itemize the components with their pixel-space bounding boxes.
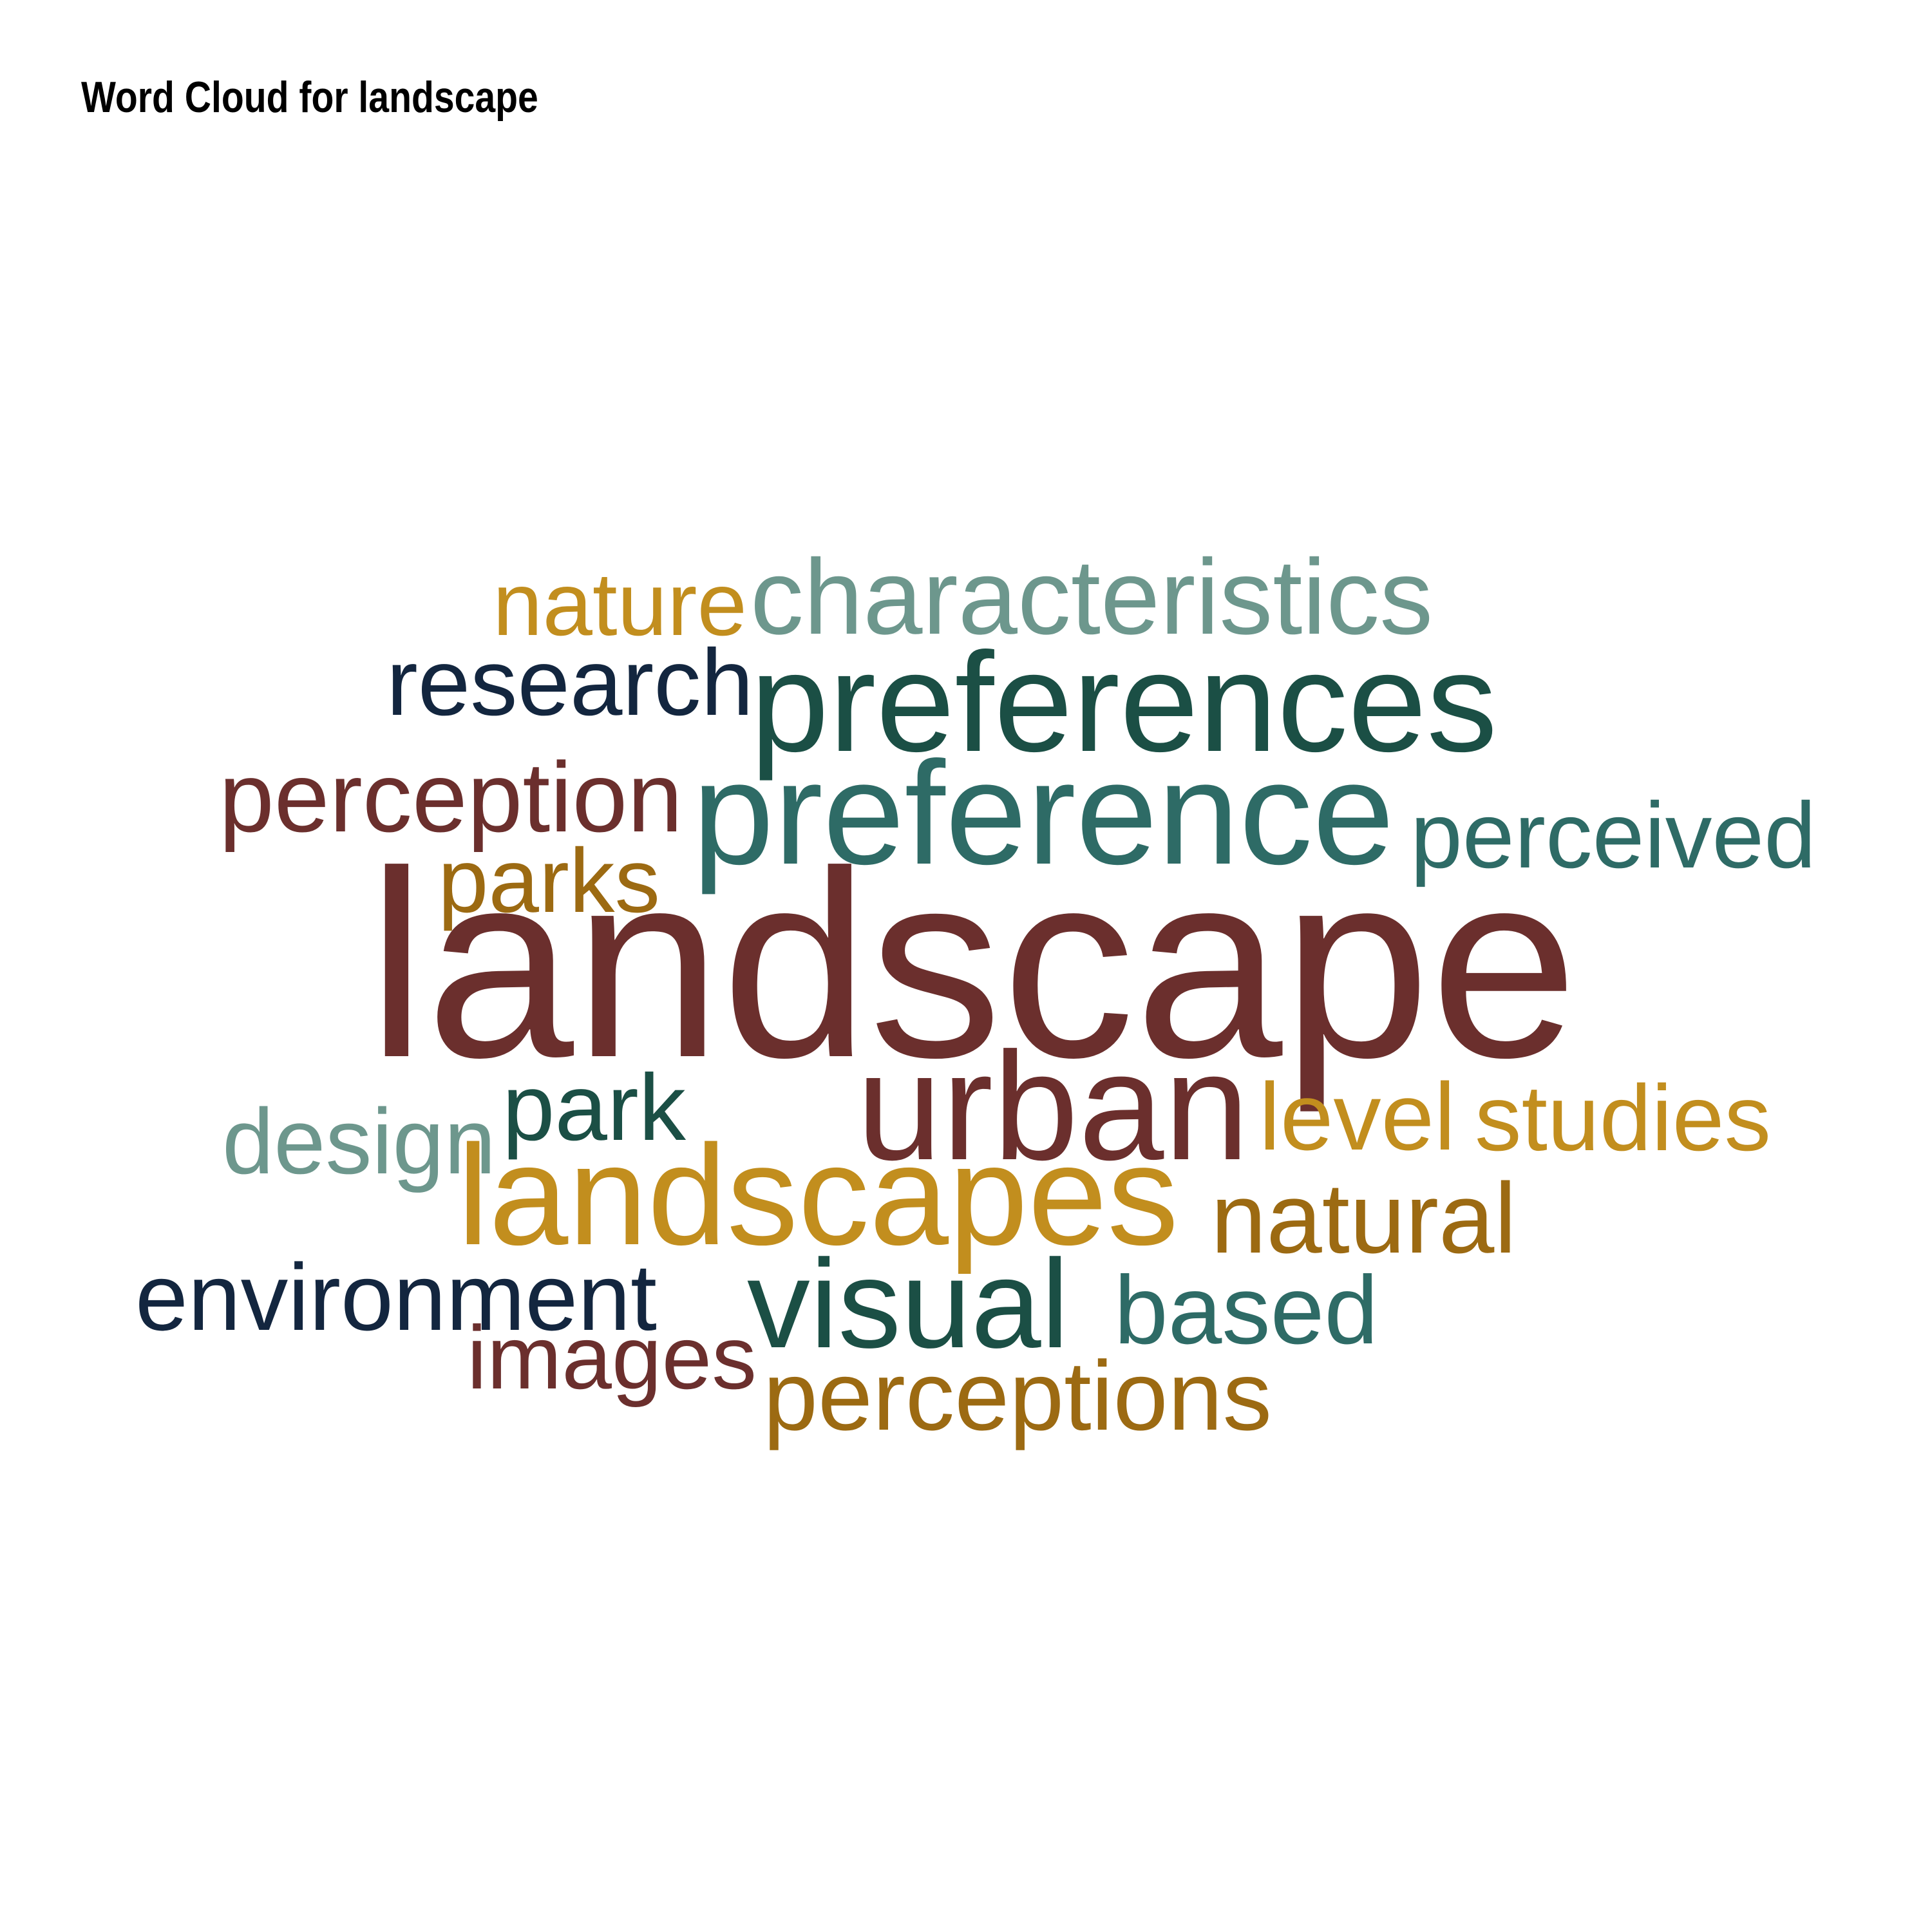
word-images: images bbox=[467, 1307, 757, 1408]
word-perceived: perceived bbox=[1410, 782, 1816, 887]
word-urban: urban bbox=[857, 1020, 1249, 1193]
page-title: Word Cloud for landscape bbox=[81, 73, 538, 122]
word-perceptions: perceptions bbox=[763, 1341, 1272, 1451]
word-landscapes: landscapes bbox=[457, 1115, 1179, 1274]
word-preference: preference bbox=[692, 731, 1395, 895]
word-design: design bbox=[222, 1088, 496, 1193]
word-based: based bbox=[1114, 1255, 1379, 1364]
word-natural: natural bbox=[1211, 1162, 1517, 1274]
word-preferences: preferences bbox=[750, 623, 1498, 782]
word-park: park bbox=[502, 1055, 686, 1161]
word-level: level bbox=[1259, 1063, 1455, 1170]
word-parks: parks bbox=[438, 829, 661, 932]
word-landscape: landscape bbox=[367, 816, 1578, 1113]
word-environment: environment bbox=[135, 1244, 657, 1350]
word-research: research bbox=[386, 630, 753, 736]
word-visual: visual bbox=[747, 1234, 1070, 1374]
word-perception: perception bbox=[219, 741, 683, 853]
word-nature: nature bbox=[493, 553, 747, 654]
word-studies: studies bbox=[1475, 1065, 1772, 1170]
word-characteristics: characteristics bbox=[750, 537, 1434, 657]
